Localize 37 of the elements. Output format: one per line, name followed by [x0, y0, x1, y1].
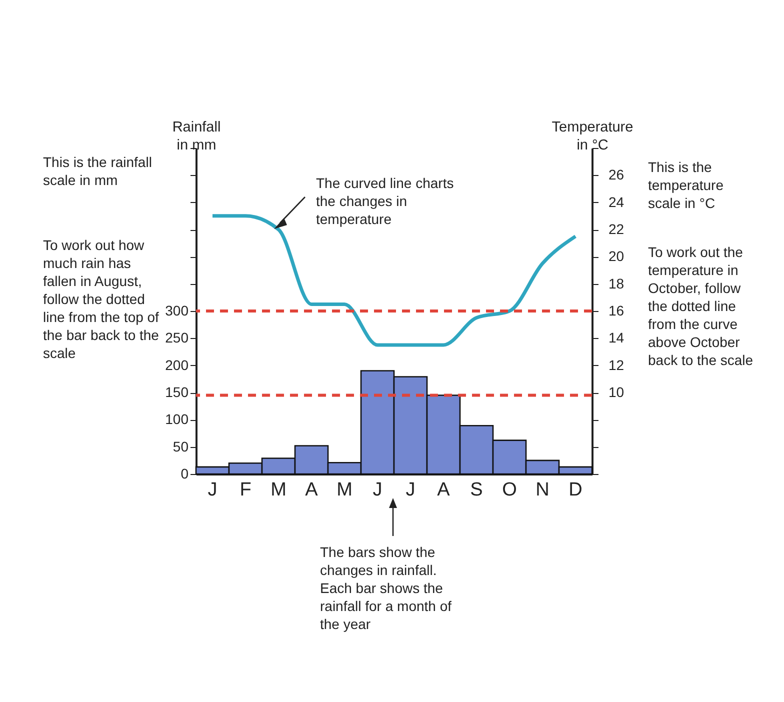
y2-tick-label: 26 — [608, 166, 624, 183]
annotation: The curved line charts the changes in temperature — [316, 174, 455, 228]
x-tick-label: M — [270, 480, 286, 500]
text: To work out how much rain has fallen in August, follow the dotted line from the top of the bar back to the scale — [43, 236, 160, 362]
x-tick-label: J — [406, 480, 416, 500]
text: To work out the temperature in October, follow the dotted line from the curve above October back to the scale — [648, 243, 754, 369]
x-tick-label: S — [470, 480, 483, 500]
x-tick-label: J — [208, 480, 218, 500]
y-tick-label: 50 — [172, 438, 189, 454]
x-tick-label: A — [305, 480, 318, 500]
y-tick-label: 200 — [165, 356, 189, 373]
y2-tick-label: 16 — [608, 302, 624, 318]
x-tick-label: D — [568, 480, 582, 500]
y-tick-label: 100 — [165, 411, 189, 428]
x-tick-label: A — [437, 480, 450, 500]
y2-tick-label: 12 — [608, 356, 624, 373]
y-tick-label: 250 — [165, 330, 189, 346]
x-tick-label: N — [536, 480, 550, 500]
y2-tick-label: 20 — [608, 248, 624, 264]
y-tick-label: 0 — [180, 466, 189, 482]
y2-tick-label: 14 — [608, 330, 624, 346]
x-tick-label: J — [372, 480, 382, 500]
x-tick-label: O — [502, 480, 517, 500]
line-series — [210, 214, 578, 347]
text: This is the rainfall scale in mm — [43, 153, 153, 189]
y2-tick-label: 24 — [608, 194, 624, 210]
y2-tick-label: 10 — [608, 384, 624, 400]
text: The bars show the changes in rainfall. Each bar shows the rainfall for a month of the year — [320, 543, 453, 633]
y2-tick-label: 18 — [608, 275, 624, 292]
y-tick-label: 300 — [165, 302, 189, 318]
x-tick-label: F — [240, 480, 252, 500]
text: This is the temperature scale in °C — [648, 158, 724, 212]
y2-tick-label: 22 — [608, 221, 624, 237]
y2-axis-title: Temperature in °C — [552, 120, 634, 154]
y-tick-label: 150 — [165, 384, 189, 400]
y-axis-title: Rainfall in mm — [172, 120, 221, 154]
x-tick-label: M — [336, 480, 352, 500]
